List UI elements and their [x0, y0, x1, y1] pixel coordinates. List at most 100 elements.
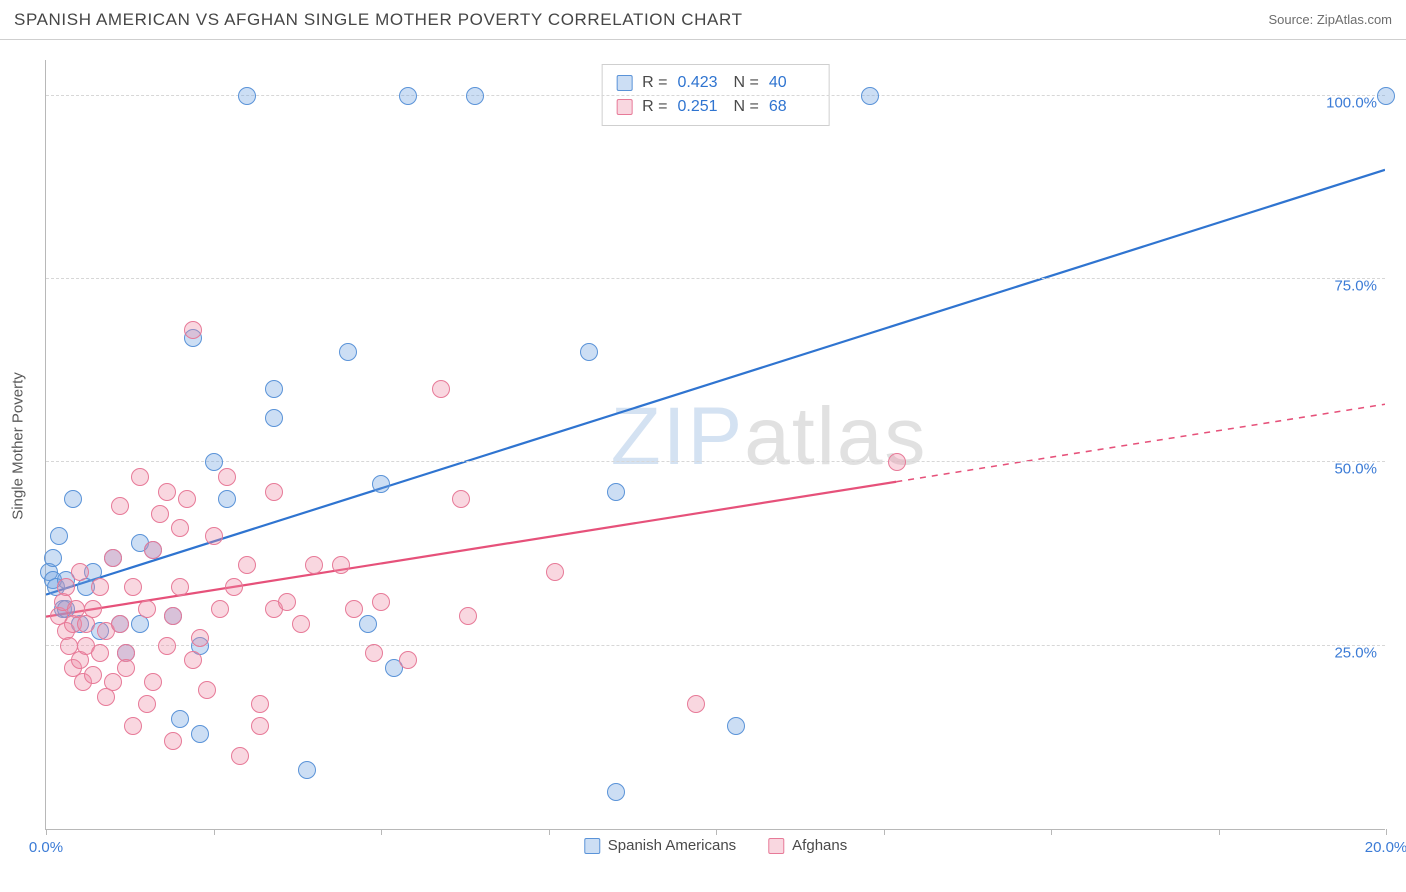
trend-line-dashed — [896, 404, 1385, 482]
x-tick — [381, 829, 382, 835]
data-point — [184, 651, 202, 669]
data-point — [50, 527, 68, 545]
data-point — [298, 761, 316, 779]
data-point — [151, 505, 169, 523]
data-point — [64, 490, 82, 508]
watermark-zip: ZIP — [611, 391, 745, 482]
data-point — [171, 710, 189, 728]
data-point — [71, 563, 89, 581]
legend-item: Afghans — [768, 837, 847, 854]
data-point — [372, 593, 390, 611]
data-point — [158, 483, 176, 501]
trend-lines-layer — [46, 60, 1385, 829]
data-point — [452, 490, 470, 508]
data-point — [178, 490, 196, 508]
source-label: Source: ZipAtlas.com — [1268, 12, 1392, 27]
data-point — [359, 615, 377, 633]
data-point — [111, 615, 129, 633]
gridline — [46, 461, 1385, 462]
y-tick-label: 100.0% — [1326, 94, 1377, 111]
data-point — [91, 578, 109, 596]
data-point — [278, 593, 296, 611]
data-point — [131, 468, 149, 486]
x-tick-label: 0.0% — [29, 839, 63, 856]
x-tick — [1386, 829, 1387, 835]
legend-swatch — [768, 838, 784, 854]
data-point — [546, 563, 564, 581]
x-tick-label: 20.0% — [1365, 839, 1406, 856]
data-point — [231, 747, 249, 765]
legend-swatch — [616, 75, 632, 91]
x-tick — [549, 829, 550, 835]
stat-r-label: R = — [642, 71, 667, 95]
stat-n-value: 68 — [769, 95, 815, 119]
data-point — [117, 659, 135, 677]
data-point — [138, 600, 156, 618]
data-point — [191, 629, 209, 647]
data-point — [138, 695, 156, 713]
data-point — [44, 549, 62, 567]
title-bar: SPANISH AMERICAN VS AFGHAN SINGLE MOTHER… — [0, 0, 1406, 40]
data-point — [459, 607, 477, 625]
stat-r-label: R = — [642, 95, 667, 119]
stats-row: R = 0.251 N = 68 — [616, 95, 815, 119]
data-point — [727, 717, 745, 735]
stat-n-label: N = — [734, 71, 759, 95]
y-tick-label: 50.0% — [1334, 461, 1377, 478]
data-point — [211, 600, 229, 618]
data-point — [888, 453, 906, 471]
data-point — [607, 783, 625, 801]
data-point — [171, 519, 189, 537]
x-tick — [214, 829, 215, 835]
data-point — [292, 615, 310, 633]
stat-r-value: 0.423 — [678, 71, 724, 95]
data-point — [124, 717, 142, 735]
data-point — [104, 549, 122, 567]
data-point — [124, 578, 142, 596]
watermark: ZIPatlas — [611, 390, 928, 484]
stat-r-value: 0.251 — [678, 95, 724, 119]
data-point — [218, 468, 236, 486]
y-tick-label: 25.0% — [1334, 644, 1377, 661]
legend-swatch — [584, 838, 600, 854]
x-tick — [1219, 829, 1220, 835]
data-point — [191, 725, 209, 743]
data-point — [84, 666, 102, 684]
gridline — [46, 645, 1385, 646]
x-tick — [716, 829, 717, 835]
trend-line — [46, 170, 1385, 595]
legend-label: Spanish Americans — [608, 837, 736, 854]
data-point — [144, 541, 162, 559]
y-tick-label: 75.0% — [1334, 278, 1377, 295]
data-point — [687, 695, 705, 713]
series-legend: Spanish Americans Afghans — [584, 837, 847, 854]
data-point — [1377, 87, 1395, 105]
data-point — [198, 681, 216, 699]
data-point — [91, 644, 109, 662]
data-point — [144, 673, 162, 691]
data-point — [84, 600, 102, 618]
x-tick — [884, 829, 885, 835]
data-point — [238, 556, 256, 574]
data-point — [111, 497, 129, 515]
data-point — [265, 380, 283, 398]
stats-row: R =0.423N =40 — [616, 71, 815, 95]
x-tick — [1051, 829, 1052, 835]
data-point — [332, 556, 350, 574]
data-point — [184, 321, 202, 339]
trend-line — [46, 482, 896, 617]
stat-n-label: N = — [734, 95, 759, 119]
data-point — [251, 695, 269, 713]
data-point — [205, 527, 223, 545]
y-axis-title: Single Mother Poverty — [10, 372, 27, 520]
data-point — [104, 673, 122, 691]
data-point — [607, 483, 625, 501]
gridline — [46, 278, 1385, 279]
data-point — [238, 87, 256, 105]
legend-label: Afghans — [792, 837, 847, 854]
data-point — [225, 578, 243, 596]
x-tick — [46, 829, 47, 835]
data-point — [164, 732, 182, 750]
data-point — [345, 600, 363, 618]
data-point — [265, 483, 283, 501]
